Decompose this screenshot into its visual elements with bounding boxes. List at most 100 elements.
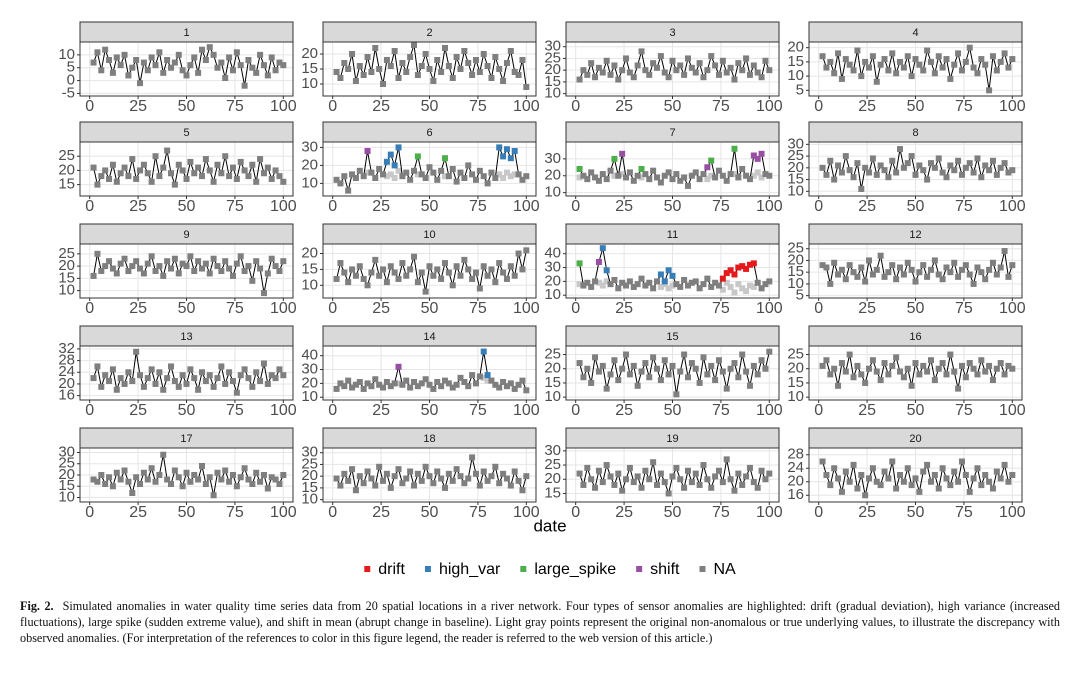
data-point	[827, 157, 834, 164]
data-point	[102, 46, 109, 53]
data-point	[947, 269, 954, 276]
data-point	[441, 45, 448, 51]
data-point	[113, 178, 120, 185]
data-point	[603, 385, 610, 392]
y-tick-label: 20	[787, 39, 804, 56]
data-point	[634, 281, 641, 288]
y-tick-label: 10	[58, 282, 75, 299]
data-point	[835, 50, 842, 57]
data-point	[222, 75, 229, 81]
data-point	[997, 164, 1004, 171]
data-point	[411, 167, 418, 174]
y-tick-label: 15	[301, 260, 318, 277]
panel-title: 6	[426, 127, 432, 139]
data-point	[411, 379, 418, 385]
data-point	[607, 473, 614, 480]
data-point	[156, 173, 163, 180]
data-point	[623, 282, 630, 289]
data-point	[677, 283, 684, 290]
x-tick-label: 25	[615, 98, 633, 115]
data-point	[383, 57, 390, 63]
data-point	[669, 176, 676, 183]
data-point	[943, 371, 950, 378]
data-point	[233, 483, 240, 490]
data-point	[337, 260, 344, 267]
original-point	[441, 173, 448, 180]
data-point	[106, 57, 113, 63]
data-point	[465, 383, 472, 390]
data-point	[140, 270, 147, 277]
data-point	[144, 476, 151, 483]
panel-border	[322, 345, 537, 401]
y-tick-label: 20	[301, 467, 318, 484]
x-tick-label: 75	[955, 98, 973, 115]
x-tick-label: 25	[615, 402, 633, 419]
data-point	[511, 385, 518, 392]
data-point	[453, 54, 460, 60]
data-point	[657, 271, 664, 278]
original-point	[576, 281, 583, 288]
data-point	[414, 470, 421, 477]
original-point	[619, 171, 626, 178]
data-point	[766, 172, 773, 179]
data-point	[222, 380, 229, 387]
data-point	[719, 275, 726, 282]
data-point	[735, 174, 742, 181]
data-point	[754, 69, 761, 76]
y-tick-label: 20	[787, 159, 804, 176]
data-point	[109, 483, 116, 490]
data-point	[955, 273, 962, 280]
data-point	[364, 380, 371, 387]
data-point	[356, 263, 363, 270]
data-point	[237, 474, 244, 481]
data-point	[869, 465, 876, 472]
data-point	[827, 371, 834, 378]
data-point	[850, 67, 857, 74]
panel-title: 17	[180, 433, 192, 445]
y-tick-label: 30	[544, 259, 561, 276]
data-point	[372, 256, 379, 263]
data-point	[237, 253, 244, 260]
panel-border	[565, 243, 780, 299]
data-point	[195, 69, 202, 76]
data-point	[395, 75, 402, 81]
data-point	[677, 476, 684, 483]
original-point	[383, 173, 390, 180]
data-point	[681, 484, 688, 491]
original-point	[576, 174, 583, 181]
data-point	[673, 67, 680, 74]
data-point	[986, 478, 993, 485]
data-point	[503, 475, 510, 482]
data-point	[607, 167, 614, 174]
x-tick-label: 25	[129, 504, 147, 521]
data-point	[862, 379, 869, 386]
data-point	[453, 466, 460, 473]
data-point	[399, 173, 406, 180]
data-point	[441, 260, 448, 267]
data-point	[94, 363, 101, 370]
x-tick-label: 50	[664, 198, 682, 215]
data-point	[692, 69, 699, 76]
data-point	[341, 470, 348, 477]
data-point	[630, 479, 637, 486]
data-point	[908, 73, 915, 80]
data-point	[260, 290, 267, 297]
data-point	[1005, 273, 1012, 280]
data-point	[1005, 64, 1012, 71]
data-point	[372, 376, 379, 383]
data-point	[272, 375, 279, 382]
y-tick-label: 30	[301, 138, 318, 155]
panel-border	[79, 41, 294, 97]
data-point	[515, 477, 522, 484]
data-point	[819, 164, 826, 171]
data-point	[106, 258, 113, 265]
data-point	[422, 175, 429, 181]
data-point	[831, 176, 838, 183]
data-point	[665, 371, 672, 378]
data-point	[445, 63, 452, 69]
original-point	[743, 288, 750, 295]
data-point	[835, 475, 842, 482]
data-point	[595, 368, 602, 375]
x-tick-label: 100	[513, 300, 540, 317]
data-point	[500, 470, 507, 477]
